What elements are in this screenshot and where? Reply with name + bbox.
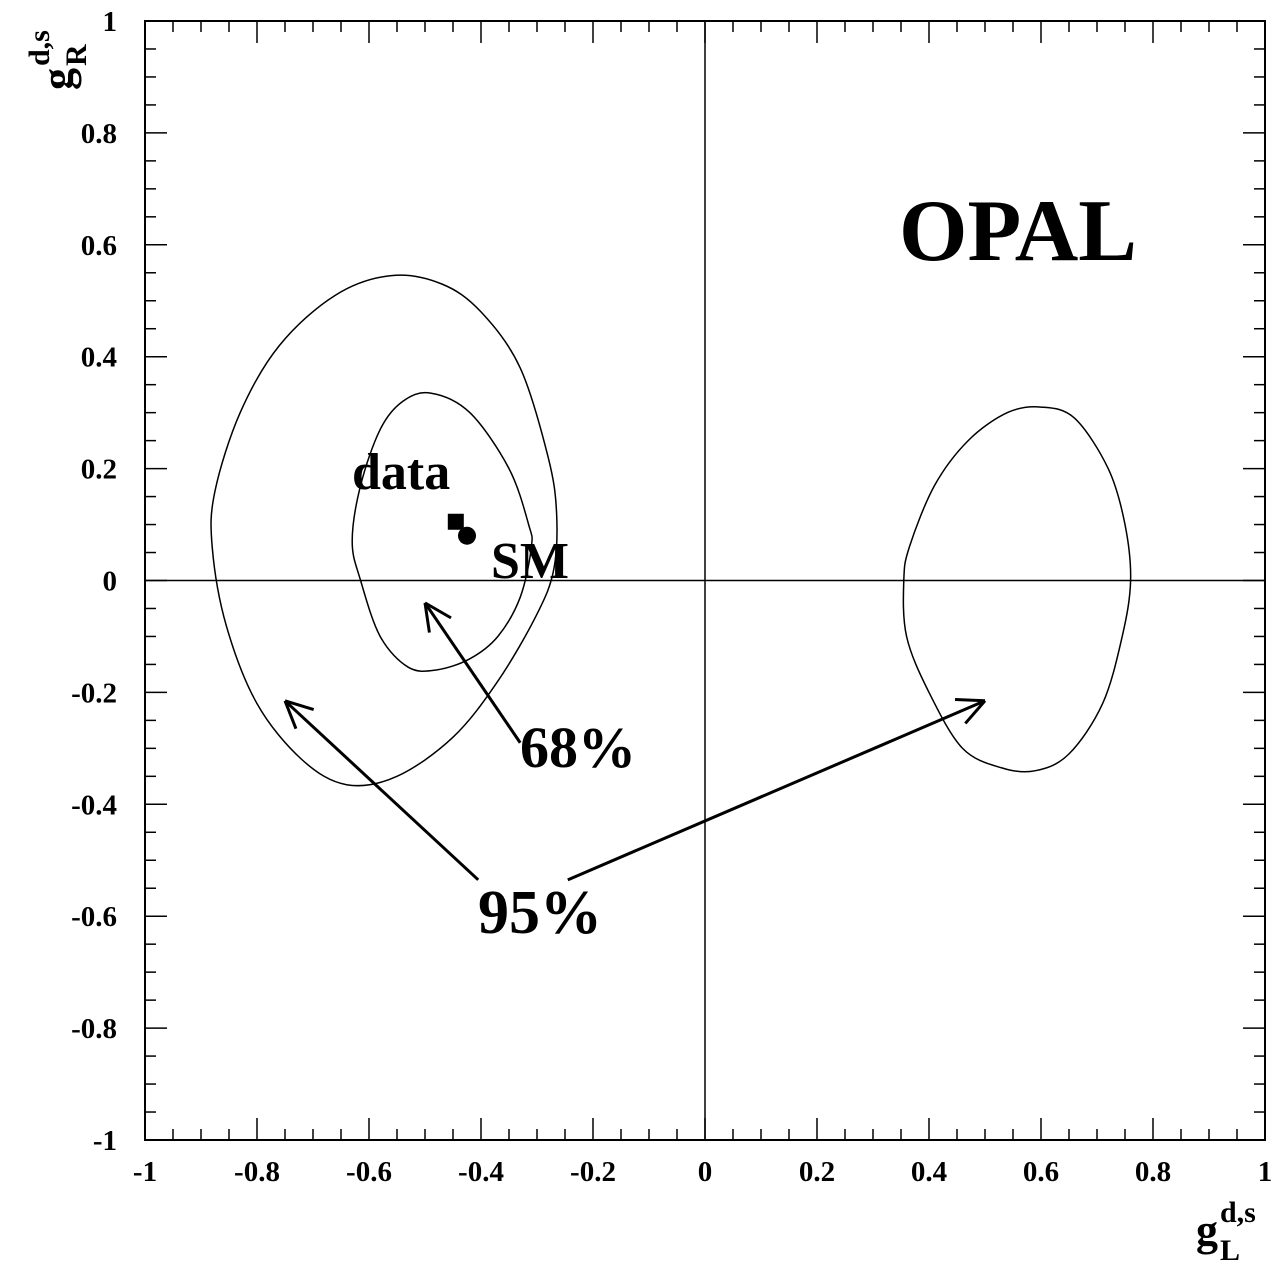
x-tick-label: 0.6 — [1023, 1156, 1059, 1188]
y-axis-title: g d,s R — [23, 30, 93, 90]
y-tick-label: 1 — [103, 6, 118, 38]
x-tick-label: -0.4 — [458, 1156, 504, 1188]
x-axis-superscript: d,s — [1220, 1196, 1256, 1229]
y-tick-label: 0.2 — [81, 454, 117, 486]
opal-label: OPAL — [899, 183, 1137, 280]
contour-95pct — [902, 406, 1132, 773]
x-tick-label: 1 — [1258, 1156, 1273, 1188]
y-tick-label: -0.8 — [71, 1013, 117, 1045]
arrow-head — [964, 699, 987, 725]
y-axis-symbol: g — [33, 68, 82, 90]
contour-95pct — [210, 274, 558, 787]
arrow-head — [283, 700, 298, 730]
y-tick-label: 0.6 — [81, 230, 117, 262]
arrow-68pct — [423, 601, 522, 744]
arrow-95pct — [283, 699, 480, 881]
x-axis-symbol: g — [1196, 1206, 1218, 1255]
x-tick-label: 0.2 — [799, 1156, 835, 1188]
y-axis-superscript: d,s — [23, 30, 56, 66]
arrow-head — [954, 697, 986, 703]
zero-lines — [145, 21, 1265, 1140]
y-tick-label: 0 — [103, 566, 118, 598]
x-tick-label: -0.6 — [346, 1156, 392, 1188]
y-tick-label: -0.6 — [71, 901, 117, 933]
contour-68pct — [351, 391, 533, 672]
arrow-shaft — [423, 602, 522, 744]
x-tick-label: 0.4 — [911, 1156, 947, 1188]
x-tick-label: 0 — [698, 1156, 713, 1188]
y-tick-label: 0.8 — [81, 118, 117, 150]
cl95-label: 95% — [478, 879, 602, 947]
arrow-head — [423, 602, 431, 633]
data-points — [447, 513, 476, 545]
cl-arrows — [283, 601, 987, 882]
x-tick-label: -1 — [133, 1156, 157, 1188]
y-tick-label: -1 — [93, 1125, 117, 1157]
tick-labels: -1 -0.8 -0.6 -0.4 -0.2 0 0.2 0.4 0.6 0.8 1 -1 -0.8 -0… — [71, 6, 1272, 1188]
y-axis-subscript: R — [60, 44, 93, 66]
arrow-shaft — [567, 699, 986, 882]
contour-lines — [210, 274, 1132, 787]
y-tick-label: -0.4 — [71, 789, 117, 821]
arrow-shaft — [283, 699, 480, 881]
arrow-head — [284, 699, 315, 712]
y-tick-label: 0.4 — [81, 342, 117, 374]
data-point-marker — [447, 513, 464, 530]
sm-point-label: SM — [491, 533, 569, 590]
x-tick-label: -0.8 — [234, 1156, 280, 1188]
x-axis-title: g d,s L — [1196, 1196, 1256, 1264]
data-point-label: data — [352, 444, 450, 501]
sm-point-marker — [458, 526, 476, 545]
cl68-label: 68% — [520, 715, 636, 780]
arrow-head — [424, 601, 452, 620]
x-tick-label: -0.2 — [570, 1156, 616, 1188]
arrow-95pct — [567, 697, 987, 882]
y-tick-label: -0.2 — [71, 677, 117, 709]
x-axis-subscript: L — [1220, 1234, 1240, 1264]
x-tick-label: 0.8 — [1135, 1156, 1171, 1188]
